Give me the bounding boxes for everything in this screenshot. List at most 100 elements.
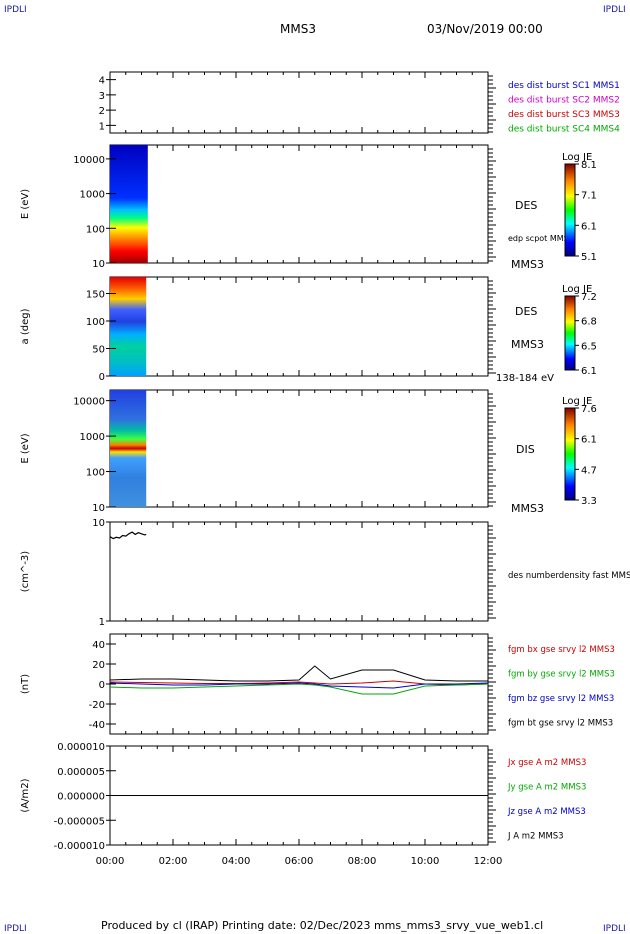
fgm-line	[109, 680, 489, 686]
y-tick-label: 0.000010	[57, 742, 105, 753]
y-tick-label: 40	[92, 640, 105, 651]
instrument-label: DIS	[516, 443, 535, 456]
y-tick-label: 1000	[80, 190, 105, 201]
x-tick-label: 04:00	[222, 856, 251, 867]
colorbar-tick-label: 3.3	[581, 496, 597, 507]
legend-entry: J A m2 MMS3	[507, 832, 564, 842]
corner-label-bottom-left: IPDLI	[4, 924, 27, 934]
y-tick-label: 10	[92, 518, 105, 529]
y-tick-label: 1000	[80, 432, 105, 443]
y-axis-label: (nT)	[20, 674, 31, 694]
panel-frame-0	[109, 71, 489, 134]
legend-entry: fgm bx gse srvy l2 MMS3	[508, 645, 615, 655]
instrument-label: DES	[515, 199, 537, 212]
energy-range-label: 138-184 eV	[496, 373, 554, 384]
colorbar-tick-label: 7.1	[581, 191, 597, 202]
y-axis-label: E (eV)	[20, 189, 31, 219]
colorbar-tick-label: 6.5	[581, 341, 597, 352]
legend-entry: des dist burst SC2 MMS2	[508, 96, 620, 106]
x-tick-label: 06:00	[285, 856, 314, 867]
y-tick-label: 0.000005	[57, 767, 105, 778]
panel-frame-2	[109, 276, 489, 377]
legend-entry: fgm bt gse srvy l2 MMS3	[508, 719, 613, 729]
series-label: des numberdensity fast MMS3	[508, 571, 630, 581]
y-tick-label: 150	[86, 290, 105, 301]
colorbar-tick-label: 6.1	[581, 366, 597, 377]
legend-entry: des dist burst SC3 MMS3	[508, 110, 620, 120]
fgm-line	[109, 682, 489, 689]
x-tick-label: 00:00	[96, 856, 125, 867]
panel-frame-1	[109, 144, 489, 264]
des-energy-spectrogram	[110, 145, 148, 263]
y-tick-label: 3	[99, 91, 105, 102]
overlay-label: edp scpot MMS3	[508, 234, 574, 243]
y-axis-label: (A/m2)	[20, 778, 31, 812]
y-tick-label: 0.000000	[57, 792, 105, 803]
colorbar-title: Log JE	[562, 284, 592, 295]
y-tick-label: 20	[92, 660, 105, 671]
datetime-title: 03/Nov/2019 00:00	[427, 22, 543, 36]
corner-label-top-left: IPDLI	[4, 5, 27, 15]
fgm-line	[109, 665, 488, 682]
x-tick-label: 08:00	[348, 856, 377, 867]
colorbar-tick-label: 8.1	[581, 160, 597, 171]
legend-entry: fgm bz gse srvy l2 MMS3	[508, 694, 614, 704]
spacecraft-label: MMS3	[511, 258, 544, 271]
corner-label-bottom-right: IPDLI	[603, 924, 626, 934]
y-tick-label: 0	[99, 680, 105, 691]
spacecraft-label: MMS3	[511, 502, 544, 515]
panel-frame-3	[109, 389, 489, 508]
y-tick-label: 10	[92, 259, 105, 270]
legend-entry: Jz gse A m2 MMS3	[507, 807, 586, 817]
spacecraft-label: MMS3	[511, 338, 544, 351]
y-tick-label: -20	[89, 700, 105, 711]
density-line	[109, 531, 147, 540]
x-tick-label: 02:00	[159, 856, 188, 867]
y-axis-label: a (deg)	[20, 308, 31, 344]
y-tick-label: 10	[92, 503, 105, 514]
y-tick-label: 4	[99, 76, 105, 87]
x-tick-label: 12:00	[474, 856, 503, 867]
legend-entry: des dist burst SC1 MMS1	[508, 81, 620, 91]
y-tick-label: 100	[86, 317, 105, 328]
legend-entry: Jy gse A m2 MMS3	[507, 783, 586, 793]
dis-energy-spectrogram	[110, 390, 147, 507]
colorbar-tick-label: 6.1	[581, 221, 597, 232]
y-tick-label: -0.000005	[54, 816, 105, 827]
colorbar-tick-label: 6.8	[581, 317, 597, 328]
instrument-label: DES	[515, 305, 537, 318]
y-tick-label: 10000	[73, 397, 105, 408]
y-tick-label: -40	[89, 720, 105, 731]
colorbar-title: Log JE	[562, 152, 592, 163]
des-pitch-spectrogram	[110, 277, 147, 376]
legend-entry: Jx gse A m2 MMS3	[507, 758, 586, 768]
y-tick-label: 100	[86, 468, 105, 479]
colorbar-tick-label: 4.7	[581, 465, 597, 476]
legend-entry: fgm by gse srvy l2 MMS3	[508, 670, 615, 680]
corner-label-top-right: IPDLI	[603, 5, 626, 15]
colorbar-tick-label: 7.2	[581, 292, 597, 303]
legend-entry: des dist burst SC4 MMS4	[508, 125, 620, 135]
colorbar-tick-label: 5.1	[581, 252, 597, 263]
y-tick-label: 1	[99, 617, 105, 628]
y-tick-label: 100	[86, 224, 105, 235]
x-tick-label: 10:00	[411, 856, 440, 867]
y-axis-label: E (eV)	[20, 433, 31, 463]
y-tick-label: 1	[99, 121, 105, 132]
colorbar-2	[564, 295, 576, 371]
footer-credits: Produced by cl (IRAP) Printing date: 02/…	[101, 919, 544, 932]
colorbar-tick-label: 7.6	[581, 404, 597, 415]
colorbar-1	[564, 163, 576, 257]
colorbar-3	[564, 407, 576, 501]
y-tick-label: -0.000010	[54, 841, 105, 852]
panel-frame-4	[109, 521, 489, 622]
fgm-line	[109, 683, 489, 695]
colorbar-tick-label: 6.1	[581, 435, 597, 446]
y-tick-label: 2	[99, 106, 105, 117]
spacecraft-title: MMS3	[280, 22, 316, 36]
y-tick-label: 50	[92, 345, 105, 356]
colorbar-title: Log JE	[562, 396, 592, 407]
y-tick-label: 0	[99, 372, 105, 383]
y-tick-label: 10000	[73, 155, 105, 166]
